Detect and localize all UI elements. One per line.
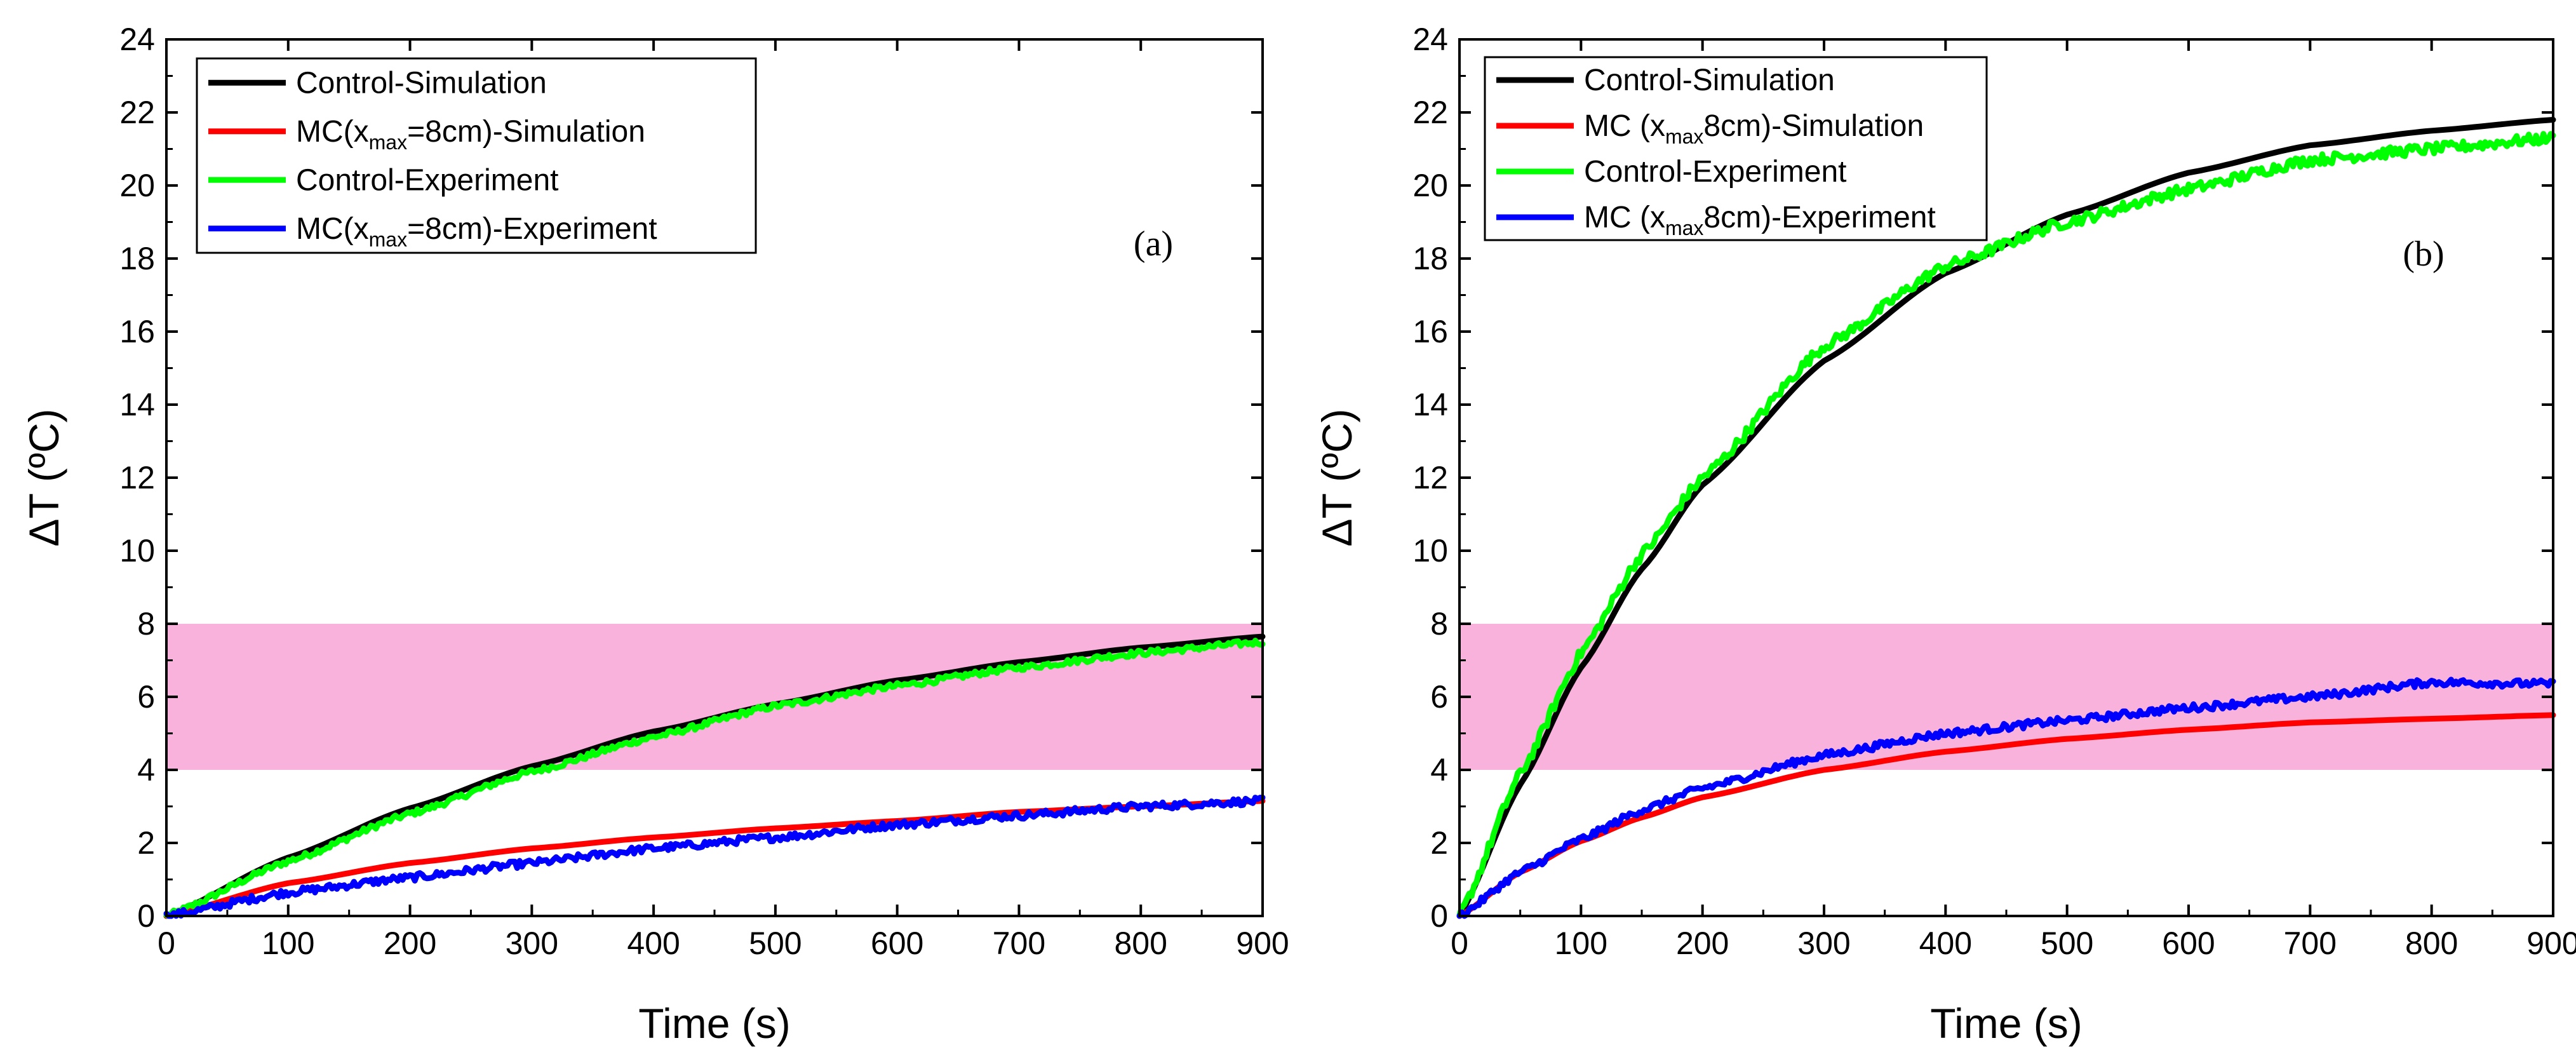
x-tick-label: 900 (2526, 926, 2576, 961)
x-tick-label: 500 (749, 926, 802, 961)
x-tick-label: 300 (1797, 926, 1850, 961)
series-line-2 (163, 637, 1266, 919)
legend-label-part: Control-Simulation (296, 66, 547, 100)
y-tick-label: 20 (1412, 168, 1448, 203)
y-tick-label: 8 (137, 606, 155, 642)
x-tick-label: 700 (993, 926, 1045, 961)
legend-label-part: Control-Experiment (296, 163, 558, 197)
x-axis-title: Time (s) (1930, 1000, 2083, 1047)
series-line-0 (1456, 117, 2556, 919)
x-tick-label: 200 (1676, 926, 1729, 961)
y-tick-label: 0 (137, 898, 155, 934)
legend-label-part: =8cm)-Simulation (407, 115, 645, 149)
series-line-3 (1456, 677, 2556, 919)
x-tick-label: 0 (158, 926, 175, 961)
legend-label-part: max (369, 131, 407, 154)
legend-label-part: 8cm)-Experiment (1703, 201, 1935, 234)
series-line-2 (1456, 131, 2556, 918)
y-tick-label: 22 (119, 95, 155, 130)
y-tick-label: 0 (1430, 898, 1448, 934)
legend-label-part: MC(x (296, 115, 369, 149)
legend-label-part: MC(x (296, 212, 369, 246)
x-tick-label: 600 (2162, 926, 2215, 961)
legend: Control-SimulationMC(xmax=8cm)-Simulatio… (196, 57, 757, 254)
y-tick-label: 12 (119, 460, 155, 495)
legend-label-part: Control-Experiment (1584, 155, 1846, 189)
legend-label: Control-Experiment (1584, 155, 1846, 189)
legend-label-part: MC (x (1584, 109, 1665, 143)
chart-panel-a: 0 100 200 300 400 500 600 700 800 900024681012141… (20, 22, 1289, 1047)
x-tick-label: 800 (2405, 926, 2458, 961)
x-tick-label: 600 (871, 926, 923, 961)
y-axis-title: ΔT (ºC) (1313, 408, 1360, 546)
y-tick-label: 14 (119, 387, 155, 422)
series-line-1 (1456, 712, 2556, 919)
x-tick-label: 100 (1555, 926, 1607, 961)
legend-label: MC (xmax8cm)-Experiment (1584, 201, 1936, 239)
legend-label-part: max (1665, 217, 1703, 239)
x-tick-label: 400 (1919, 926, 1972, 961)
y-tick-label: 10 (119, 533, 155, 569)
legend-label: MC (xmax8cm)-Simulation (1584, 109, 1924, 148)
y-tick-label: 2 (1430, 825, 1448, 861)
legend-label: MC(xmax=8cm)-Simulation (296, 115, 645, 154)
y-tick-label: 2 (137, 825, 155, 861)
x-tick-label: 500 (2041, 926, 2093, 961)
y-tick-label: 22 (1412, 95, 1448, 130)
y-axis-title: ΔT (ºC) (20, 408, 67, 546)
legend-box (1484, 56, 1988, 241)
y-tick-label: 16 (119, 314, 155, 349)
y-tick-label: 6 (1430, 679, 1448, 715)
shaded-band (166, 624, 1263, 770)
y-tick-label: 10 (1412, 533, 1448, 569)
y-tick-label: 16 (1412, 314, 1448, 349)
chart-panel-b: 0 100 200 300 400 500 600 700 800 900024681012141… (1313, 22, 2576, 1047)
legend-label: MC(xmax=8cm)-Experiment (296, 212, 657, 251)
x-axis-title: Time (s) (638, 1000, 791, 1047)
y-tick-label: 8 (1430, 606, 1448, 642)
x-tick-label: 200 (384, 926, 436, 961)
legend-label: Control-Simulation (1584, 64, 1835, 97)
legend-label-part: =8cm)-Experiment (407, 212, 657, 246)
series-line-3 (163, 795, 1266, 919)
y-tick-label: 18 (119, 241, 155, 276)
x-tick-label: 700 (2284, 926, 2337, 961)
y-tick-label: 14 (1412, 387, 1448, 422)
y-tick-label: 24 (1412, 22, 1448, 57)
legend-label-part: max (369, 228, 407, 251)
panel-label: (b) (2403, 234, 2444, 274)
x-tick-label: 400 (627, 926, 680, 961)
legend-label-part: max (1665, 125, 1703, 148)
x-tick-label: 100 (262, 926, 314, 961)
y-tick-label: 6 (137, 679, 155, 715)
x-tick-label: 0 (1451, 926, 1468, 961)
legend-label: Control-Simulation (296, 66, 547, 100)
x-tick-label: 300 (506, 926, 558, 961)
y-tick-label: 4 (1430, 752, 1448, 788)
y-tick-label: 20 (119, 168, 155, 203)
panel-label: (a) (1134, 224, 1173, 264)
legend-label: Control-Experiment (296, 163, 558, 197)
x-tick-label: 900 (1236, 926, 1289, 961)
y-tick-label: 18 (1412, 241, 1448, 276)
legend-box (196, 57, 757, 254)
y-tick-label: 4 (137, 752, 155, 788)
y-tick-label: 24 (119, 22, 155, 57)
legend-label-part: 8cm)-Simulation (1703, 109, 1924, 143)
legend-label-part: Control-Simulation (1584, 64, 1835, 97)
x-tick-label: 800 (1115, 926, 1167, 961)
legend-label-part: MC (x (1584, 201, 1665, 234)
y-tick-label: 12 (1412, 460, 1448, 495)
